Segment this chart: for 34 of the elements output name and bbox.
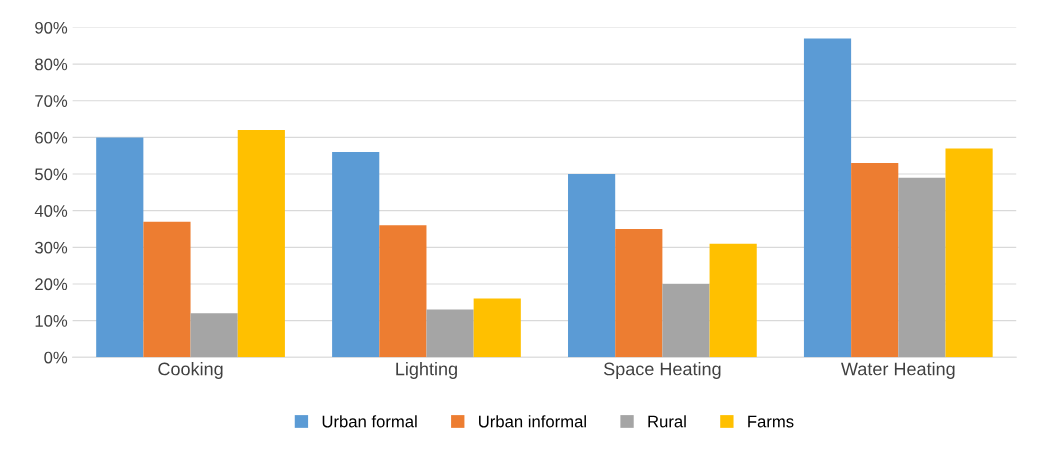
bar — [379, 225, 427, 358]
bar — [803, 38, 852, 358]
x-tick-label: Lighting — [396, 362, 457, 379]
y-tick-label: 60% — [35, 131, 68, 144]
bar — [473, 298, 521, 358]
y-tick-label: 90% — [35, 21, 68, 34]
legend-label: Urban formal — [322, 415, 417, 428]
bar — [332, 152, 380, 358]
y-tick-label: 20% — [35, 278, 68, 291]
bar — [662, 283, 710, 358]
bar — [851, 163, 899, 358]
bar — [945, 148, 993, 358]
bar — [190, 313, 238, 358]
y-tick-label: 30% — [35, 241, 68, 254]
bar — [143, 221, 191, 358]
x-tick-label: Water Heating — [841, 362, 955, 379]
legend-label: Rural — [648, 415, 686, 428]
bar — [615, 229, 663, 358]
y-tick-label: 0% — [44, 351, 68, 364]
y-tick-label: 40% — [34, 205, 68, 217]
bar — [426, 309, 474, 358]
x-tick-label: Space Heating — [603, 362, 721, 379]
y-tick-label: 50% — [35, 168, 68, 181]
bar — [709, 243, 757, 358]
legend-label: Urban informal — [479, 415, 586, 428]
y-tick-label: 10% — [35, 315, 68, 327]
y-tick-label: 80% — [35, 58, 68, 71]
bar — [568, 174, 616, 358]
legend-label: Farms — [748, 415, 794, 428]
bar — [898, 177, 946, 358]
bar — [96, 137, 144, 358]
y-tick-label: 70% — [35, 95, 68, 107]
x-tick-label: Cooking — [158, 362, 223, 379]
bar — [237, 130, 285, 358]
